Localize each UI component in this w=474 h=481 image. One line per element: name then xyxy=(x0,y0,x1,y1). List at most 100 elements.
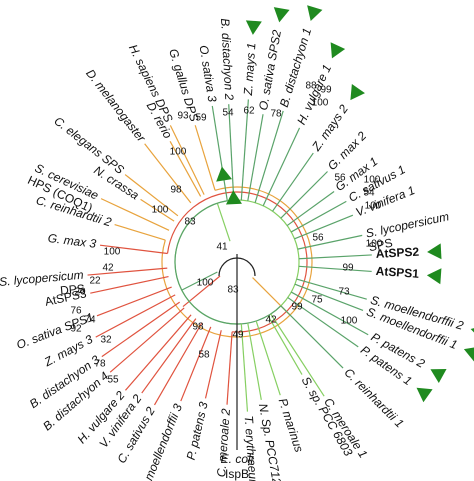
marker-triangle xyxy=(216,166,232,182)
marker-triangle xyxy=(330,42,346,59)
clade-arc xyxy=(166,191,308,333)
bootstrap-value: 99 xyxy=(320,85,332,96)
bootstrap-value: 100 xyxy=(341,316,358,327)
bootstrap-value: 99 xyxy=(291,302,303,313)
bootstrap-value: 100 xyxy=(364,175,381,186)
branch xyxy=(114,224,166,241)
taxon-label: C. meroale 2 xyxy=(214,408,233,478)
branch xyxy=(290,200,347,233)
bootstrap-value: 56 xyxy=(312,233,324,244)
taxon: C. meroale 2 xyxy=(214,408,233,478)
branch xyxy=(247,322,262,400)
taxon: G. max 3 xyxy=(47,231,97,251)
bootstrap-value: 83 xyxy=(227,285,239,296)
taxon-label: AtSPS1 xyxy=(375,264,420,281)
bootstrap-value: 98 xyxy=(192,322,204,333)
bootstrap-value: 49 xyxy=(232,330,244,341)
bootstrap-value: 100 xyxy=(197,278,214,289)
branch xyxy=(280,305,344,369)
branch xyxy=(298,265,372,273)
bootstrap-value: 83 xyxy=(184,217,196,228)
branch xyxy=(211,105,228,201)
bootstrap-value: 56 xyxy=(334,173,346,184)
branch xyxy=(296,278,367,300)
branch xyxy=(294,214,354,240)
taxon: P. patens 3 xyxy=(184,400,211,461)
branch xyxy=(95,294,176,338)
marker-triangle xyxy=(273,7,290,23)
taxon-label: T. erythraeum xyxy=(242,415,261,481)
branch xyxy=(272,152,314,212)
branch xyxy=(240,99,249,201)
branch xyxy=(125,314,192,391)
branch xyxy=(270,313,325,397)
taxon-label: IspB xyxy=(225,467,249,481)
marker-triangle xyxy=(350,84,365,101)
taxon: P. marinus xyxy=(276,397,307,454)
bootstrap-value: 99 xyxy=(342,263,354,274)
bootstrap-value: 20 xyxy=(74,287,86,298)
bootstrap-value: 78 xyxy=(270,109,282,120)
branch xyxy=(262,127,301,207)
marker-triangle xyxy=(430,369,447,384)
branch xyxy=(240,323,249,412)
branch xyxy=(101,301,181,358)
bootstrap-value: 54 xyxy=(222,108,234,119)
branch xyxy=(169,141,202,197)
branch xyxy=(153,322,203,406)
branch xyxy=(294,283,364,311)
taxon-label: C. elegans SPS xyxy=(51,114,126,177)
bootstrap-value: 75 xyxy=(311,295,323,306)
bootstrap-value: 100 xyxy=(366,239,383,250)
bootstrap-value: 78 xyxy=(94,359,106,370)
branch xyxy=(124,174,179,217)
branch xyxy=(286,190,335,227)
bootstrap-value: 92 xyxy=(70,324,82,335)
taxon: Z. mays 1 xyxy=(241,20,262,97)
bootstrap-value: 98 xyxy=(170,185,182,196)
bootstrap-value: 93 xyxy=(177,111,189,122)
taxon-label: AtSPS2 xyxy=(375,245,419,261)
taxon-label: Z. mays 1 xyxy=(241,42,259,97)
bootstrap-value: 73 xyxy=(338,287,350,298)
bootstrap-value: 88 xyxy=(305,81,317,92)
marker-triangle xyxy=(427,243,442,260)
taxon: AtSPS2 xyxy=(375,243,442,261)
branch xyxy=(216,203,231,242)
taxon-label: S. lycopersicum xyxy=(364,209,450,240)
branch xyxy=(247,114,264,202)
branch xyxy=(255,320,281,396)
branch xyxy=(290,291,369,336)
branch xyxy=(181,271,218,291)
taxon-label: P. patens 3 xyxy=(184,400,211,461)
bootstrap-value: 100 xyxy=(365,201,382,212)
taxon-label: P. marinus xyxy=(276,397,307,454)
marker-triangle xyxy=(463,346,474,362)
taxon-label: DPS xyxy=(60,282,86,298)
branch xyxy=(140,198,175,222)
branch xyxy=(96,286,172,317)
bootstrap-value: 58 xyxy=(198,350,210,361)
branch xyxy=(287,297,359,348)
branch xyxy=(194,125,216,191)
taxon-label: SPS xyxy=(367,236,393,255)
bootstrap-value: 41 xyxy=(216,242,228,253)
bootstrap-value: 62 xyxy=(243,106,255,117)
taxon-label: B. distachyon 2 xyxy=(218,18,236,101)
taxon: T. erythraeum xyxy=(242,415,261,481)
branch xyxy=(169,125,205,195)
branch xyxy=(100,198,170,231)
marker-triangle xyxy=(426,268,442,285)
marker-triangle xyxy=(416,387,433,403)
branch xyxy=(267,315,303,375)
taxon-label: E. coli xyxy=(221,452,254,466)
taxon: B. distachyon 2 xyxy=(218,18,242,205)
branch xyxy=(144,143,192,204)
branch xyxy=(99,244,168,255)
taxon: AtSPS1 xyxy=(375,264,442,285)
branch xyxy=(87,267,168,276)
marker-triangle xyxy=(470,325,474,341)
taxon: C. elegans SPS xyxy=(51,114,126,177)
branch xyxy=(228,104,235,201)
